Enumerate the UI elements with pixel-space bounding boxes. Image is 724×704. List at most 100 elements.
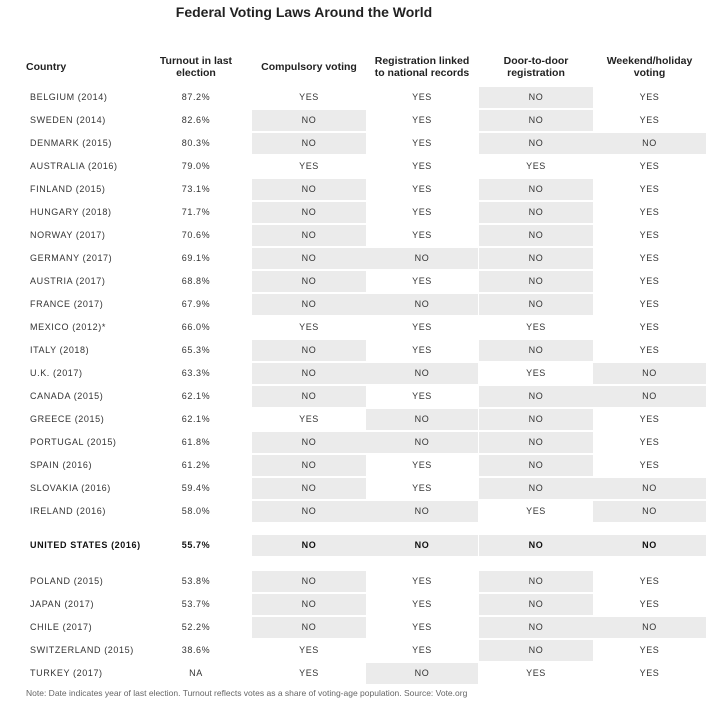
table-row: IRELAND (2016) 58.0% NO NO YES NO [0, 501, 724, 522]
cell-registration: NO [366, 432, 478, 453]
cell-weekend: YES [639, 460, 660, 470]
cell-weekend: YES [639, 276, 660, 286]
cell-door: YES [526, 368, 546, 378]
cell-door: NO [479, 110, 593, 131]
cell-weekend: YES [639, 253, 660, 263]
cell-country: HUNGARY (2018) [30, 207, 112, 217]
table-row: SWITZERLAND (2015) 38.6% YES YES NO YES [0, 640, 724, 661]
cell-compulsory: YES [299, 161, 319, 171]
cell-country: TURKEY (2017) [30, 668, 103, 678]
table-row: BELGIUM (2014) 87.2% YES YES NO YES [0, 87, 724, 108]
cell-compulsory: YES [299, 92, 319, 102]
cell-turnout: 61.2% [181, 460, 211, 470]
cell-registration: YES [412, 599, 432, 609]
cell-door: NO [479, 432, 593, 453]
header-weekend: Weekend/holiday voting [606, 55, 693, 79]
cell-registration: YES [412, 92, 432, 102]
cell-weekend: NO [593, 535, 706, 556]
cell-door: NO [479, 340, 593, 361]
cell-compulsory: NO [252, 294, 366, 315]
cell-compulsory: NO [252, 110, 366, 131]
cell-door: NO [479, 248, 593, 269]
table-row: SWEDEN (2014) 82.6% NO YES NO YES [0, 110, 724, 131]
cell-turnout: 62.1% [181, 391, 211, 401]
cell-weekend: NO [593, 478, 706, 499]
cell-country: FRANCE (2017) [30, 299, 104, 309]
cell-weekend: YES [639, 230, 660, 240]
cell-country: ITALY (2018) [30, 345, 90, 355]
cell-country: UNITED STATES (2016) [30, 540, 141, 550]
cell-door: NO [479, 478, 593, 499]
cell-weekend: NO [593, 363, 706, 384]
cell-turnout: 38.6% [181, 645, 211, 655]
cell-compulsory: YES [299, 322, 319, 332]
cell-compulsory: NO [252, 386, 366, 407]
cell-turnout: 66.0% [181, 322, 211, 332]
table-row: MEXICO (2012)* 66.0% YES YES YES YES [0, 317, 724, 338]
table-row: AUSTRALIA (2016) 79.0% YES YES YES YES [0, 156, 724, 177]
cell-registration: YES [412, 576, 432, 586]
cell-turnout: 70.6% [181, 230, 211, 240]
cell-registration: NO [366, 363, 478, 384]
cell-door: NO [479, 571, 593, 592]
cell-turnout: 55.7% [181, 540, 211, 550]
cell-weekend: YES [639, 345, 660, 355]
cell-door: NO [479, 225, 593, 246]
cell-door: NO [479, 202, 593, 223]
cell-turnout: 62.1% [181, 414, 211, 424]
cell-compulsory: NO [252, 571, 366, 592]
cell-door: NO [479, 535, 593, 556]
cell-country: PORTUGAL (2015) [30, 437, 117, 447]
table-row: CANADA (2015) 62.1% NO YES NO NO [0, 386, 724, 407]
cell-door: NO [479, 409, 593, 430]
cell-weekend: NO [593, 386, 706, 407]
table-row: GERMANY (2017) 69.1% NO NO NO YES [0, 248, 724, 269]
cell-door: NO [479, 455, 593, 476]
table-row: JAPAN (2017) 53.7% NO YES NO YES [0, 594, 724, 615]
cell-registration: YES [412, 184, 432, 194]
cell-registration: YES [412, 345, 432, 355]
cell-weekend: YES [639, 322, 660, 332]
cell-door: YES [526, 506, 546, 516]
cell-country: FINLAND (2015) [30, 184, 106, 194]
cell-weekend: YES [639, 599, 660, 609]
cell-weekend: YES [639, 437, 660, 447]
header-turnout: Turnout in last election [159, 55, 233, 79]
cell-country: U.K. (2017) [30, 368, 83, 378]
cell-registration: YES [412, 645, 432, 655]
cell-weekend: NO [593, 617, 706, 638]
cell-registration: YES [412, 276, 432, 286]
cell-weekend: YES [639, 645, 660, 655]
header-door: Door-to-door registration [503, 55, 569, 79]
cell-country: POLAND (2015) [30, 576, 104, 586]
cell-registration: YES [412, 115, 432, 125]
cell-weekend: YES [639, 92, 660, 102]
cell-registration: NO [366, 663, 478, 684]
cell-registration: NO [366, 294, 478, 315]
cell-registration: NO [366, 248, 478, 269]
cell-door: YES [526, 668, 546, 678]
cell-country: SWEDEN (2014) [30, 115, 106, 125]
cell-turnout: 61.8% [181, 437, 211, 447]
cell-compulsory: NO [252, 455, 366, 476]
cell-compulsory: NO [252, 594, 366, 615]
table-row: U.K. (2017) 63.3% NO NO YES NO [0, 363, 724, 384]
cell-compulsory: NO [252, 225, 366, 246]
cell-compulsory: NO [252, 363, 366, 384]
table-row: NORWAY (2017) 70.6% NO YES NO YES [0, 225, 724, 246]
table-row: FINLAND (2015) 73.1% NO YES NO YES [0, 179, 724, 200]
cell-weekend: YES [639, 115, 660, 125]
cell-country: JAPAN (2017) [30, 599, 95, 609]
cell-country: SLOVAKIA (2016) [30, 483, 111, 493]
table-row: ITALY (2018) 65.3% NO YES NO YES [0, 340, 724, 361]
cell-country: CANADA (2015) [30, 391, 104, 401]
cell-turnout: 80.3% [181, 138, 211, 148]
header-country: Country [26, 61, 67, 73]
cell-registration: NO [366, 535, 478, 556]
cell-country: AUSTRALIA (2016) [30, 161, 118, 171]
cell-country: NORWAY (2017) [30, 230, 106, 240]
cell-country: SPAIN (2016) [30, 460, 93, 470]
cell-weekend: YES [639, 161, 660, 171]
cell-turnout: 69.1% [181, 253, 211, 263]
cell-compulsory: NO [252, 432, 366, 453]
